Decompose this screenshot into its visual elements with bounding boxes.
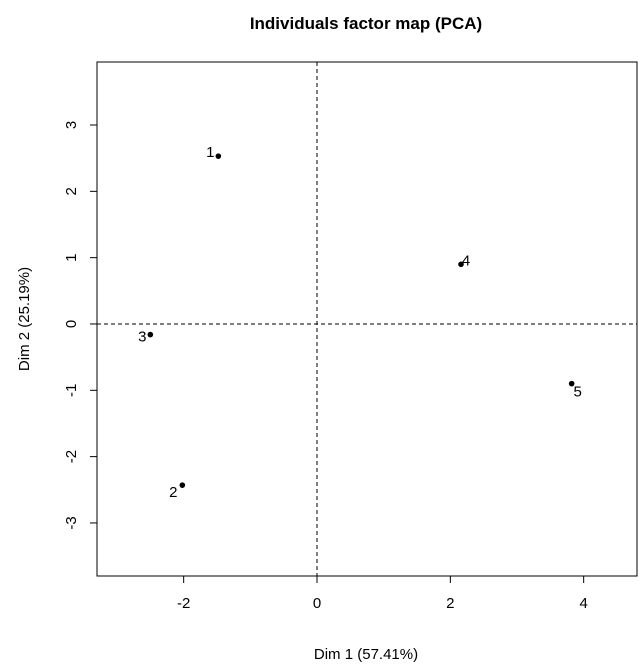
x-axis-label: Dim 1 (57.41%) [314, 646, 418, 663]
data-point [458, 261, 464, 268]
point-label: 1 [206, 144, 214, 161]
x-axis: -2 0 2 4 [177, 575, 588, 612]
data-point [147, 331, 154, 338]
x-tick-label: -2 [177, 595, 190, 612]
x-tick-label: 4 [579, 595, 587, 612]
x-tick-label: 2 [446, 595, 454, 612]
y-tick-label: -2 [63, 450, 80, 463]
y-tick-label: -3 [63, 516, 80, 529]
plot-frame [96, 61, 638, 577]
y-tick-label: 3 [63, 121, 80, 129]
x-tick-label: 0 [313, 595, 321, 612]
y-tick-label: 1 [63, 253, 80, 261]
point-label: 4 [462, 252, 470, 269]
point-label: 5 [573, 384, 581, 401]
data-point [179, 482, 186, 488]
y-axis-label: Dim 2 (25.19%) [16, 267, 33, 371]
data-points: 1 2 3 4 5 [138, 144, 582, 501]
data-point [568, 380, 575, 387]
chart-title: Individuals factor map (PCA) [250, 14, 482, 33]
y-tick-label: 2 [63, 187, 80, 195]
data-point [215, 153, 222, 159]
reference-lines [97, 62, 637, 576]
y-tick-label: 0 [63, 320, 80, 328]
point-label: 2 [169, 484, 177, 501]
y-tick-label: -1 [63, 384, 80, 397]
y-axis: -3 -2 -1 0 1 2 3 [63, 121, 98, 530]
point-label: 3 [138, 329, 146, 346]
